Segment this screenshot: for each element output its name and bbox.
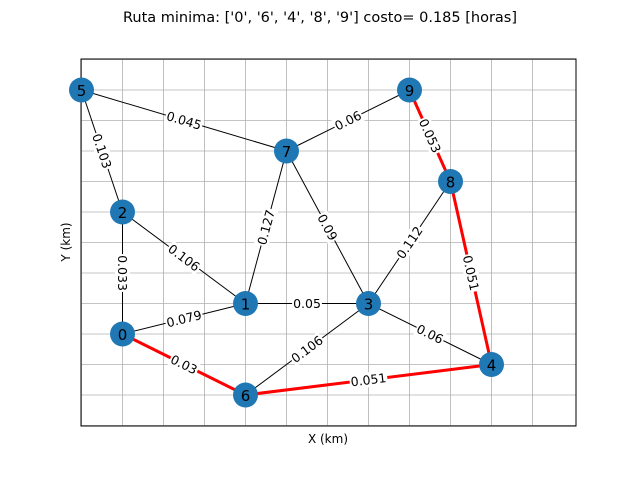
edge-label-1-3: 0.05 [292, 296, 322, 311]
edge-label-background [287, 331, 327, 367]
edge-label-background [253, 207, 279, 248]
edge-label-0-6: 0.03 [167, 351, 201, 378]
node-0 [110, 321, 135, 347]
edge-label-background [348, 369, 389, 390]
node-label-3: 3 [364, 296, 374, 314]
edge-label-background [459, 252, 483, 294]
node-label-0: 0 [118, 326, 128, 344]
node-label-6: 6 [241, 387, 251, 405]
edge-label-5-7: 0.045 [163, 107, 205, 134]
nodes: 0 1 2 3 4 5 6 7 8 9 [69, 77, 504, 408]
chart-title: Ruta minima: ['0', '6', '4', '8', '9'] c… [123, 10, 517, 26]
edge-label-background [292, 296, 322, 311]
edge-label-background [392, 222, 427, 263]
edge-label-6-3: 0.106 [287, 331, 327, 367]
edge-label-3-4: 0.06 [413, 320, 447, 348]
node-label-8: 8 [446, 174, 456, 192]
plot-frame [80, 58, 577, 427]
node-label-5: 5 [77, 82, 87, 100]
edge-label-background [163, 107, 205, 134]
edge-label-7-3: 0.09 [313, 210, 342, 244]
node-label-9: 9 [405, 82, 415, 100]
node-label-7: 7 [282, 143, 292, 161]
node-label-2: 2 [118, 204, 128, 222]
edge-label-background [413, 320, 447, 348]
node-1 [233, 291, 258, 316]
node-7 [274, 138, 299, 164]
y-axis-label: Y (km) [59, 222, 73, 262]
edge-label-background [164, 240, 204, 276]
node-8 [438, 169, 463, 194]
edge-weight-label: 0.033 [115, 255, 130, 291]
edge-label-background [331, 107, 365, 134]
node-3 [356, 291, 381, 316]
edge-weight-label: 0.106 [165, 241, 203, 274]
edge-label-2-1: 0.106 [164, 240, 204, 276]
edge-weight-label: 0.079 [165, 307, 203, 330]
edge-label-8-9: 0.053 [415, 115, 445, 157]
edge-weight-label: 0.106 [288, 333, 326, 366]
x-axis-label: X (km) [308, 432, 348, 446]
edge-label-background [313, 210, 342, 244]
edge-weight-label: 0.045 [165, 108, 204, 133]
node-6 [233, 382, 258, 408]
edge-weight-label: 0.05 [293, 296, 321, 311]
node-4 [479, 352, 504, 377]
edge-label-2-0: 0.033 [115, 254, 130, 292]
edge-label-background [415, 115, 445, 157]
edge-label-background [163, 306, 205, 331]
edge-label-0-1: 0.079 [163, 306, 205, 331]
edge-weight-label: 0.053 [416, 116, 444, 155]
edge-label-7-1: 0.127 [253, 207, 279, 248]
node-9 [397, 77, 422, 103]
edge-label-background [167, 351, 201, 378]
edge-weight-label: 0.127 [254, 208, 278, 246]
edge-weight-label: 0.051 [350, 370, 387, 389]
node-5 [69, 77, 94, 103]
edge-label-background [115, 254, 130, 292]
edge-label-9-7: 0.06 [331, 107, 365, 134]
node-2 [110, 199, 135, 225]
edge-label-6-4: 0.051 [348, 369, 389, 390]
node-label-1: 1 [241, 296, 251, 314]
node-label-4: 4 [487, 357, 497, 375]
edge-label-background [88, 130, 116, 172]
